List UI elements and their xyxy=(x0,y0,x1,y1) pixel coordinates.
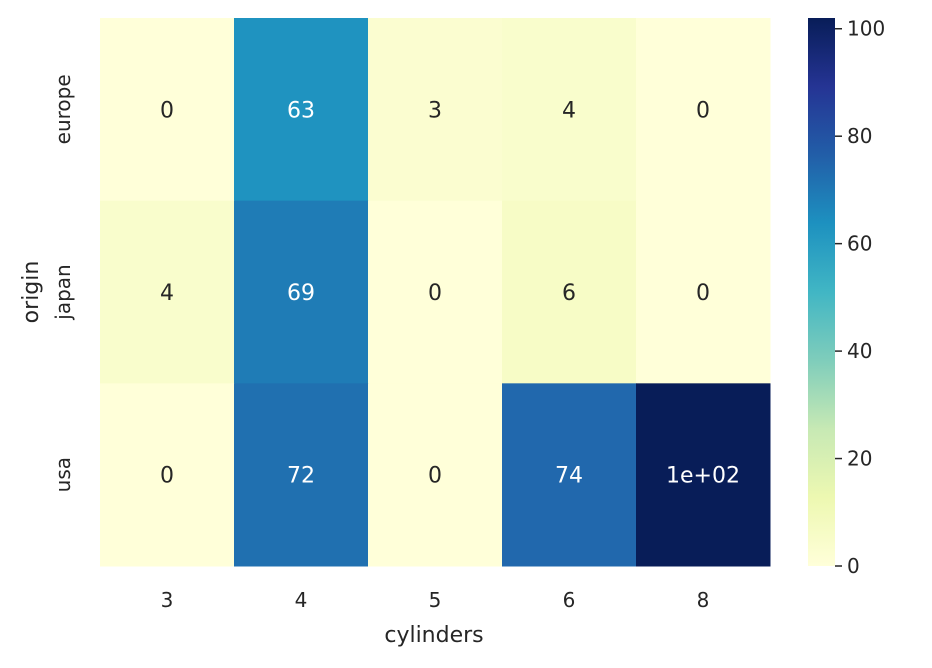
heatmap-cell xyxy=(636,18,771,202)
x-tick-label: 5 xyxy=(429,588,442,612)
x-tick-labels: 3 4 5 6 8 xyxy=(161,588,710,612)
cell-annotation: 6 xyxy=(562,281,576,306)
y-tick-label: japan xyxy=(51,264,75,320)
y-tick-label: usa xyxy=(51,457,75,492)
cell-annotation: 63 xyxy=(287,98,315,123)
x-tick-label: 3 xyxy=(161,588,174,612)
cell-annotation: 0 xyxy=(160,98,174,123)
colorbar xyxy=(808,18,835,566)
heatmap-cell xyxy=(502,18,637,202)
heatmap-cell xyxy=(502,200,637,384)
cell-annotation: 3 xyxy=(428,98,442,123)
heatmap-cell xyxy=(368,18,503,202)
cell-annotation: 4 xyxy=(160,281,174,306)
cell-annotation: 0 xyxy=(696,281,710,306)
heatmap-cell xyxy=(368,200,503,384)
colorbar-tick-label: 60 xyxy=(847,232,872,256)
heatmap-cell xyxy=(636,200,771,384)
cell-annotation: 0 xyxy=(160,464,174,489)
heatmap-cell xyxy=(100,200,235,384)
heatmap-cell xyxy=(234,383,369,567)
x-tick-label: 6 xyxy=(563,588,576,612)
colorbar-tick-label: 80 xyxy=(847,124,872,148)
y-axis-label: origin xyxy=(19,261,44,324)
x-tick-label: 8 xyxy=(697,588,710,612)
cell-annotation: 0 xyxy=(428,464,442,489)
heatmap-cell xyxy=(100,383,235,567)
cell-annotation: 0 xyxy=(428,281,442,306)
colorbar-tick-label: 0 xyxy=(847,554,860,578)
cell-annotation: 69 xyxy=(287,281,315,306)
heatmap-cell xyxy=(234,18,369,202)
heatmap-cell xyxy=(502,383,637,567)
x-axis-label: cylinders xyxy=(384,623,483,648)
colorbar-ticks: 0 20 40 60 80 100 xyxy=(835,17,885,578)
cell-annotation: 4 xyxy=(562,98,576,123)
cell-annotations: 0 63 3 4 0 4 69 0 6 0 0 72 0 74 1e+02 xyxy=(160,98,740,488)
heatmap-cell xyxy=(368,383,503,567)
heatmap-cells xyxy=(100,18,771,567)
x-tick-label: 4 xyxy=(295,588,308,612)
cell-annotation: 1e+02 xyxy=(666,464,740,489)
y-tick-labels: europe japan usa xyxy=(51,74,75,492)
heatmap-cell xyxy=(100,18,235,202)
colorbar-tick-label: 100 xyxy=(847,17,885,41)
colorbar-tick-label: 40 xyxy=(847,339,872,363)
heatmap-cell xyxy=(234,200,369,384)
cell-annotation: 74 xyxy=(555,464,583,489)
cell-annotation: 72 xyxy=(287,464,315,489)
cell-annotation: 0 xyxy=(696,98,710,123)
colorbar-tick-label: 20 xyxy=(847,447,872,471)
y-tick-label: europe xyxy=(51,74,75,144)
heatmap-cell xyxy=(636,383,771,567)
